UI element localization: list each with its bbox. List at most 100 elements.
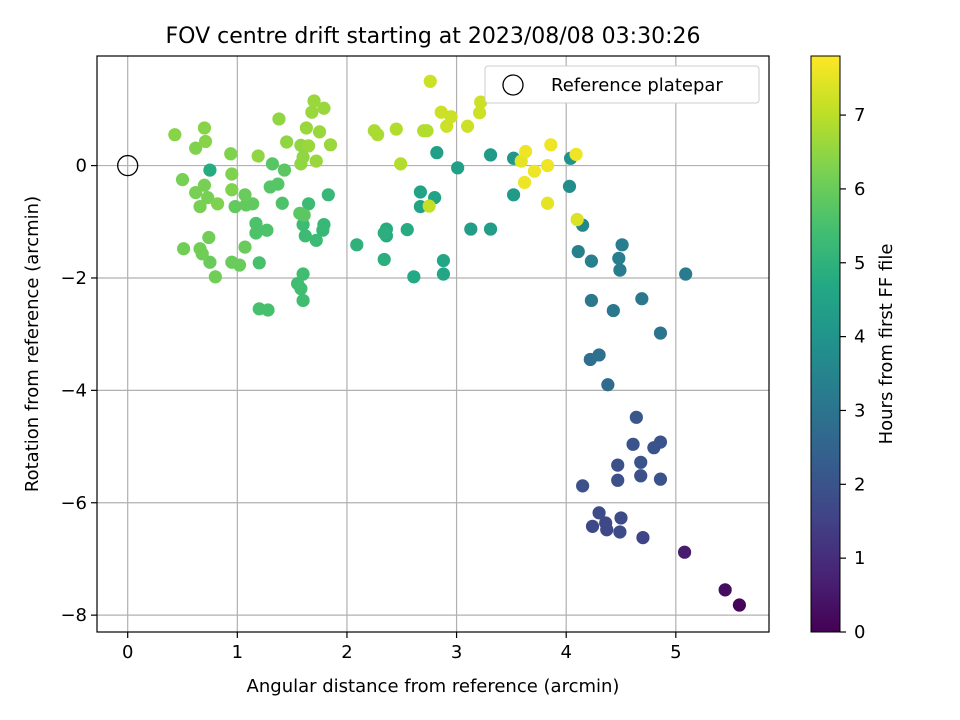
data-point: [371, 128, 385, 142]
data-point: [420, 124, 434, 138]
data-point: [517, 175, 532, 190]
data-point: [275, 196, 289, 210]
data-point: [168, 128, 182, 142]
data-point: [506, 188, 521, 202]
y-tick-label: 0: [76, 156, 87, 177]
x-tick-label: 0: [122, 642, 133, 663]
colorbar-label: Hours from first FF file: [876, 244, 897, 445]
data-point: [679, 267, 693, 281]
data-point: [653, 472, 668, 486]
data-point: [460, 119, 475, 133]
colorbar-tick-label: 1: [854, 548, 865, 569]
data-point: [718, 583, 732, 597]
data-point: [263, 180, 277, 194]
colorbar-tick-label: 3: [854, 400, 865, 421]
data-point: [612, 251, 626, 265]
data-point: [413, 185, 427, 199]
data-point: [377, 226, 391, 240]
data-point: [636, 530, 650, 545]
data-point: [294, 282, 308, 296]
colorbar-ticks: 0 1 2 3 4 5 6 7: [840, 105, 865, 643]
data-point: [251, 149, 265, 163]
data-point: [305, 105, 319, 119]
data-point: [323, 138, 338, 152]
data-point: [265, 157, 279, 171]
data-point: [407, 270, 421, 284]
data-point: [252, 256, 266, 270]
x-axis-label: Angular distance from reference (arcmin): [247, 676, 620, 697]
data-point: [430, 146, 444, 160]
data-point: [224, 147, 238, 161]
data-point: [592, 506, 606, 520]
data-point: [422, 199, 436, 213]
data-point: [195, 247, 209, 261]
legend-reference-marker: [502, 74, 524, 96]
data-point: [483, 222, 498, 236]
data-point: [321, 188, 335, 202]
data-point: [634, 455, 648, 469]
data-point: [189, 185, 203, 200]
data-point: [203, 163, 217, 177]
data-point: [225, 255, 239, 269]
colorbar-tick-label: 2: [854, 474, 865, 495]
data-point: [394, 157, 408, 171]
legend-box: [484, 65, 760, 104]
x-tick-label: 3: [451, 642, 462, 663]
data-point: [350, 238, 364, 252]
data-point: [299, 121, 313, 135]
data-point: [225, 167, 239, 181]
data-point: [653, 435, 668, 449]
data-point: [202, 230, 216, 245]
data-point: [540, 158, 555, 173]
data-point: [296, 217, 310, 232]
data-point: [626, 437, 640, 451]
data-point: [576, 479, 590, 493]
data-point: [203, 255, 217, 269]
data-point: [309, 233, 323, 247]
legend: Reference platepar: [484, 65, 760, 104]
data-point: [296, 293, 310, 308]
data-point: [436, 267, 451, 281]
data-point: [301, 197, 316, 211]
data-point: [307, 94, 321, 108]
data-point: [614, 511, 628, 525]
data-point: [451, 161, 465, 175]
data-point: [249, 226, 263, 240]
colorbar-tick-label: 0: [854, 622, 865, 643]
x-tick-label: 2: [341, 642, 352, 663]
data-point: [280, 135, 294, 149]
x-tick-label: 4: [560, 642, 571, 663]
data-point: [175, 173, 190, 187]
data-point: [238, 240, 252, 254]
y-axis-ticks: −8 −6 −4 −2 0: [60, 156, 97, 626]
data-point: [296, 267, 310, 281]
data-point: [317, 101, 331, 115]
y-tick-label: −2: [60, 268, 87, 289]
data-point: [570, 212, 584, 227]
x-axis-ticks: 0 1 2 3 4 5: [122, 632, 682, 663]
data-point: [316, 223, 330, 237]
data-point: [606, 303, 620, 318]
y-tick-label: −8: [60, 605, 87, 626]
reference-platepar-marker: [117, 154, 139, 177]
data-point: [260, 223, 274, 237]
data-point: [210, 197, 225, 211]
data-point: [389, 122, 403, 136]
data-point: [193, 200, 207, 214]
data-point: [208, 270, 222, 284]
data-point: [540, 196, 555, 210]
colorbar-tick-label: 7: [854, 105, 865, 126]
y-tick-label: −4: [60, 380, 87, 401]
data-point: [611, 458, 625, 472]
colorbar-tick-label: 6: [854, 179, 865, 200]
data-point: [599, 516, 613, 530]
data-point: [585, 519, 600, 533]
data-point: [423, 74, 437, 88]
reference-marker-group: [117, 154, 139, 177]
y-axis-label: Rotation from reference (arcmin): [22, 196, 43, 492]
data-point: [527, 164, 542, 178]
colorbar-tick-label: 5: [854, 253, 865, 274]
data-point: [483, 148, 498, 162]
data-point: [177, 242, 191, 256]
data-point: [228, 200, 242, 214]
